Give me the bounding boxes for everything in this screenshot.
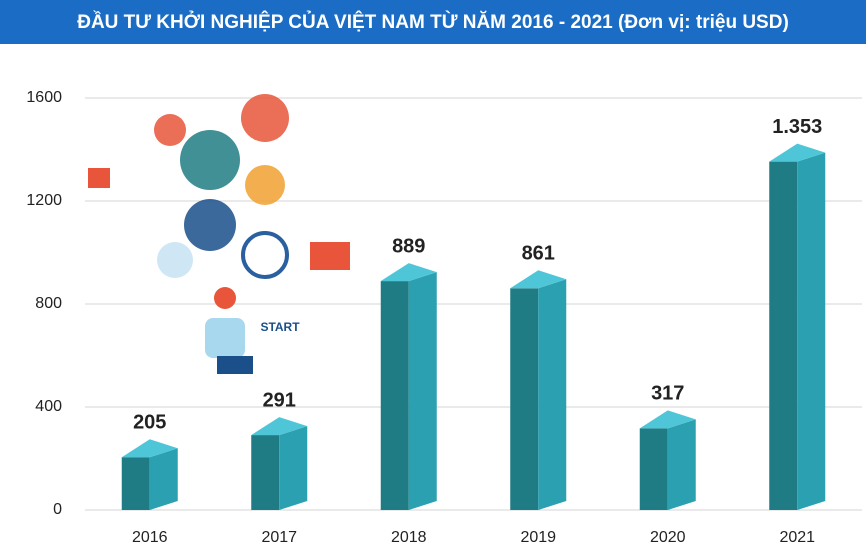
x-tick-label: 2016 — [132, 529, 168, 546]
button — [214, 287, 236, 309]
bar — [381, 281, 409, 510]
x-tick-label: 2018 — [391, 529, 427, 546]
block — [88, 168, 110, 188]
gear — [180, 130, 240, 190]
gear — [184, 199, 236, 251]
hand — [205, 318, 245, 358]
gear — [245, 165, 285, 205]
illustration: START — [88, 94, 350, 374]
y-tick-label: 1600 — [26, 89, 62, 106]
cuff — [217, 356, 253, 374]
value-label: 1.353 — [772, 116, 822, 138]
bar-side — [538, 279, 566, 510]
clock — [243, 233, 287, 277]
gear — [241, 94, 289, 142]
gear — [154, 114, 186, 146]
bar-side — [279, 426, 307, 510]
y-tick-label: 1200 — [26, 192, 62, 209]
value-label: 889 — [392, 235, 425, 257]
x-tick-label: 2019 — [520, 529, 556, 546]
bar-side — [150, 448, 178, 510]
x-tick-label: 2020 — [650, 529, 686, 546]
chart-title: ĐẦU TƯ KHỞI NGHIỆP CỦA VIỆT NAM TỪ NĂM 2… — [77, 11, 789, 33]
bar — [769, 162, 797, 510]
bar — [510, 288, 538, 510]
y-tick-label: 400 — [35, 398, 62, 415]
chart: ĐẦU TƯ KHỞI NGHIỆP CỦA VIỆT NAM TỪ NĂM 2… — [0, 0, 866, 550]
y-tick-label: 800 — [35, 295, 62, 312]
value-label: 291 — [263, 389, 296, 411]
bar-side — [409, 272, 437, 510]
gear — [157, 242, 193, 278]
start-label: START — [260, 320, 300, 334]
bar-side — [797, 153, 825, 510]
bar — [251, 435, 279, 510]
value-label: 317 — [651, 383, 684, 405]
block — [310, 242, 350, 270]
x-tick-label: 2021 — [779, 529, 815, 546]
bar-side — [668, 419, 696, 510]
value-label: 205 — [133, 411, 166, 433]
bar — [640, 428, 668, 510]
y-tick-label: 0 — [53, 501, 62, 518]
bar — [122, 457, 150, 510]
x-tick-label: 2017 — [261, 529, 297, 546]
value-label: 861 — [522, 243, 555, 265]
